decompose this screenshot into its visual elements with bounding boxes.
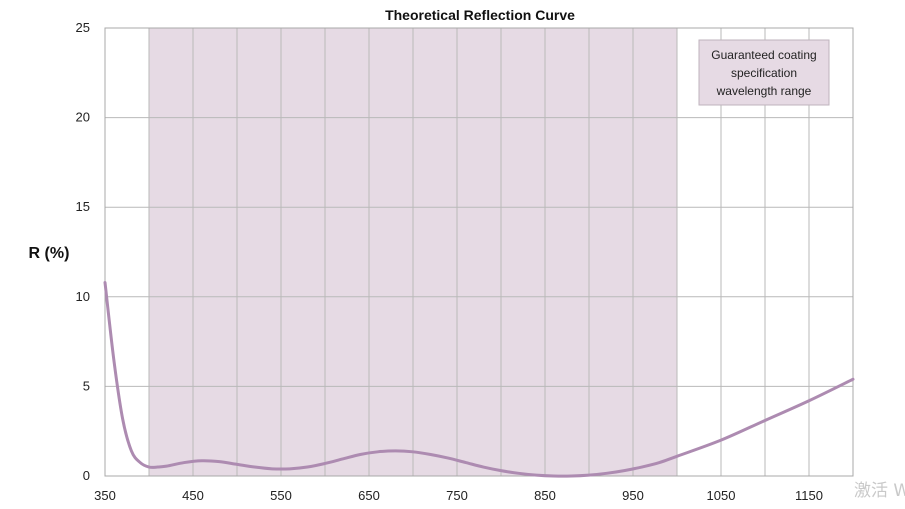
x-tick-label-550: 550 <box>270 488 292 503</box>
legend-line-2: specification <box>731 66 797 80</box>
reflection-curve <box>103 280 855 478</box>
chart-title: Theoretical Reflection Curve <box>385 7 575 23</box>
y-tick-labels: 0 5 10 15 20 25 <box>76 20 90 483</box>
x-tick-label-1050: 1050 <box>707 488 736 503</box>
x-tick-label-1150: 1150 <box>795 488 823 503</box>
x-tick-label-450: 450 <box>182 488 204 503</box>
legend-line-3: wavelength range <box>716 84 812 98</box>
y-tick-label-0: 0 <box>83 468 90 483</box>
y-tick-label-15: 15 <box>76 199 90 214</box>
legend-box: Guaranteed coating specification wavelen… <box>698 39 830 106</box>
y-tick-label-10: 10 <box>76 289 90 304</box>
plot-border <box>104 27 854 477</box>
watermark-text: 激活 W <box>854 481 905 501</box>
x-tick-label-350: 350 <box>94 488 116 503</box>
y-tick-label-25: 25 <box>76 20 90 35</box>
legend-line-1: Guaranteed coating <box>711 48 816 62</box>
x-tick-labels: 350 450 550 650 750 850 950 1050 1150 <box>94 488 823 503</box>
y-tick-label-5: 5 <box>83 378 90 393</box>
x-tick-label-650: 650 <box>358 488 380 503</box>
x-tick-label-950: 950 <box>622 488 644 503</box>
y-tick-label-20: 20 <box>76 110 90 125</box>
x-tick-label-850: 850 <box>534 488 556 503</box>
vertical-gridlines <box>148 28 810 476</box>
x-tick-label-750: 750 <box>446 488 468 503</box>
y-axis-label: R (%) <box>29 245 70 262</box>
legend-swatch-box <box>698 39 830 106</box>
